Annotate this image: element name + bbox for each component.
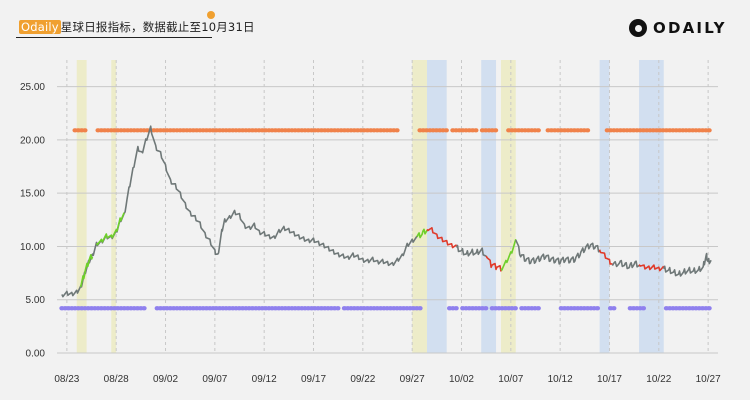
highlight-band-yellow [76, 60, 87, 353]
y-tick-label: 5.00 [26, 295, 46, 306]
odaily-logo: ODAILY [629, 17, 727, 39]
y-axis-ticks: 0.00 5.00 10.00 15.00 20.00 25.00 [20, 82, 45, 359]
dot-purple [706, 306, 712, 311]
y-tick-label: 25.00 [20, 82, 45, 93]
x-tick-label: 10/22 [646, 374, 671, 385]
highlight-band-blue [426, 60, 447, 353]
highlight-band-yellow [412, 60, 427, 353]
x-tick-label: 09/02 [153, 374, 178, 385]
x-tick-label: 10/07 [498, 374, 523, 385]
dot-purple [335, 306, 341, 311]
series-line-green [500, 238, 517, 271]
chart-grid [57, 60, 718, 354]
odaily-logo-text: ODAILY [653, 19, 727, 37]
x-tick-label: 08/23 [54, 374, 79, 385]
x-tick-label: 09/12 [252, 374, 277, 385]
series-line-green [416, 228, 428, 239]
dot-orange [706, 128, 712, 133]
series-line-red [426, 227, 458, 249]
title-underline [16, 37, 212, 38]
dot-orange [535, 128, 541, 133]
x-tick-label: 10/17 [597, 374, 622, 385]
dot-purple [483, 306, 489, 311]
series-line-neutral [662, 252, 712, 277]
x-tick-label: 09/22 [350, 374, 375, 385]
dot-rows [59, 128, 712, 311]
dot-purple [594, 306, 601, 311]
dot-purple [141, 306, 147, 311]
chart-header: Odaily 星球日报指标，数据截止至10月31日 ODAILY [0, 0, 750, 50]
x-tick-label: 09/27 [400, 374, 425, 385]
x-tick-label: 09/07 [202, 374, 227, 385]
x-axis-ticks: 08/23 08/28 09/02 09/07 09/12 09/17 09/22 09/27… [54, 374, 721, 385]
odaily-logo-icon [629, 19, 647, 37]
series-line-red [598, 249, 613, 265]
highlight-band-yellow [500, 60, 516, 353]
dot-orange [443, 128, 449, 133]
series-line-neutral [611, 259, 640, 270]
x-tick-label: 09/17 [301, 374, 326, 385]
dot-orange [492, 128, 499, 133]
highlight-band-yellow [111, 60, 117, 353]
y-tick-label: 15.00 [20, 189, 45, 200]
highlight-band-blue [599, 60, 610, 353]
series-line-green [79, 254, 94, 288]
x-tick-label: 10/12 [548, 374, 573, 385]
dot-purple [535, 306, 541, 311]
dot-purple [640, 306, 647, 311]
chart-title-text: Odaily 星球日报指标，数据截止至10月31日 [19, 20, 255, 34]
dot-orange [584, 128, 591, 133]
series-line-neutral [515, 239, 600, 265]
y-tick-label: 20.00 [20, 135, 45, 146]
dot-purple [611, 306, 617, 311]
chart-title: Odaily 星球日报指标，数据截止至10月31日 [19, 18, 255, 40]
series-line-green [95, 212, 125, 246]
y-tick-label: 0.00 [26, 349, 46, 360]
title-brand-highlight: Odaily [19, 20, 61, 34]
series-line-red [638, 264, 665, 272]
highlight-band-blue [481, 60, 497, 353]
series-line-red [485, 255, 502, 272]
dot-purple [417, 306, 423, 311]
x-tick-label: 10/02 [449, 374, 474, 385]
highlight-band-blue [639, 60, 664, 353]
title-accent-dot [207, 11, 215, 19]
dot-purple [453, 306, 459, 311]
dot-orange [394, 128, 400, 133]
series-lines [61, 125, 712, 298]
dot-orange [82, 128, 88, 133]
title-description: 星球日报指标，数据截止至10月31日 [60, 20, 255, 34]
y-tick-label: 10.00 [20, 242, 45, 253]
x-tick-label: 10/27 [696, 374, 721, 385]
series-line-neutral [455, 244, 487, 257]
x-tick-label: 08/28 [104, 374, 129, 385]
dot-orange [473, 128, 479, 133]
dot-purple [512, 306, 518, 311]
highlight-bands [76, 60, 664, 353]
